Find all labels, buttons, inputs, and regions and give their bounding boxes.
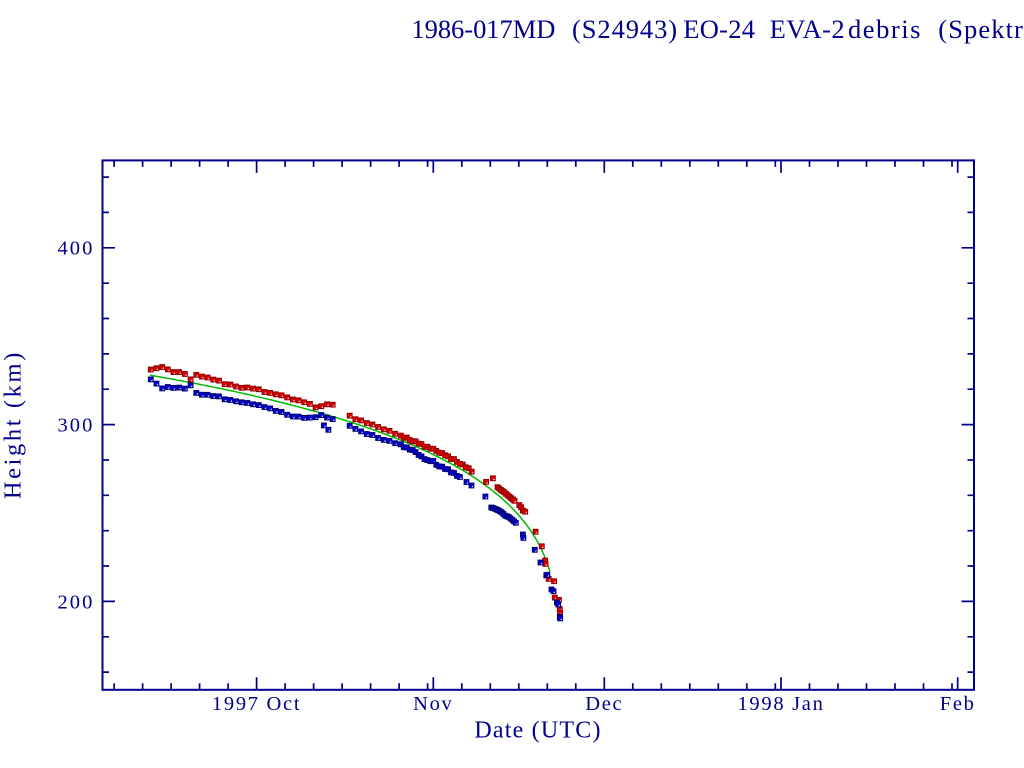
svg-text:Dec: Dec	[585, 693, 623, 715]
svg-text:(Spektr arr: (Spektr arr	[938, 14, 1024, 44]
svg-text:1997 Oct: 1997 Oct	[212, 693, 301, 715]
svg-text:debris: debris	[848, 14, 922, 44]
svg-text:1998 Jan: 1998 Jan	[737, 693, 824, 715]
svg-text:EVA-2: EVA-2	[770, 14, 846, 44]
svg-text:Height (km): Height (km)	[0, 350, 27, 499]
svg-text:300: 300	[57, 415, 94, 437]
svg-text:400: 400	[57, 238, 94, 260]
svg-text:200: 200	[57, 591, 94, 613]
svg-text:1986-017MD: 1986-017MD	[411, 14, 555, 44]
svg-text:Nov: Nov	[413, 693, 453, 715]
svg-text:Date (UTC): Date (UTC)	[474, 718, 601, 744]
svg-text:(S24943): (S24943)	[572, 14, 678, 44]
svg-text:Feb: Feb	[940, 693, 976, 715]
svg-text:EO-24: EO-24	[683, 14, 755, 44]
